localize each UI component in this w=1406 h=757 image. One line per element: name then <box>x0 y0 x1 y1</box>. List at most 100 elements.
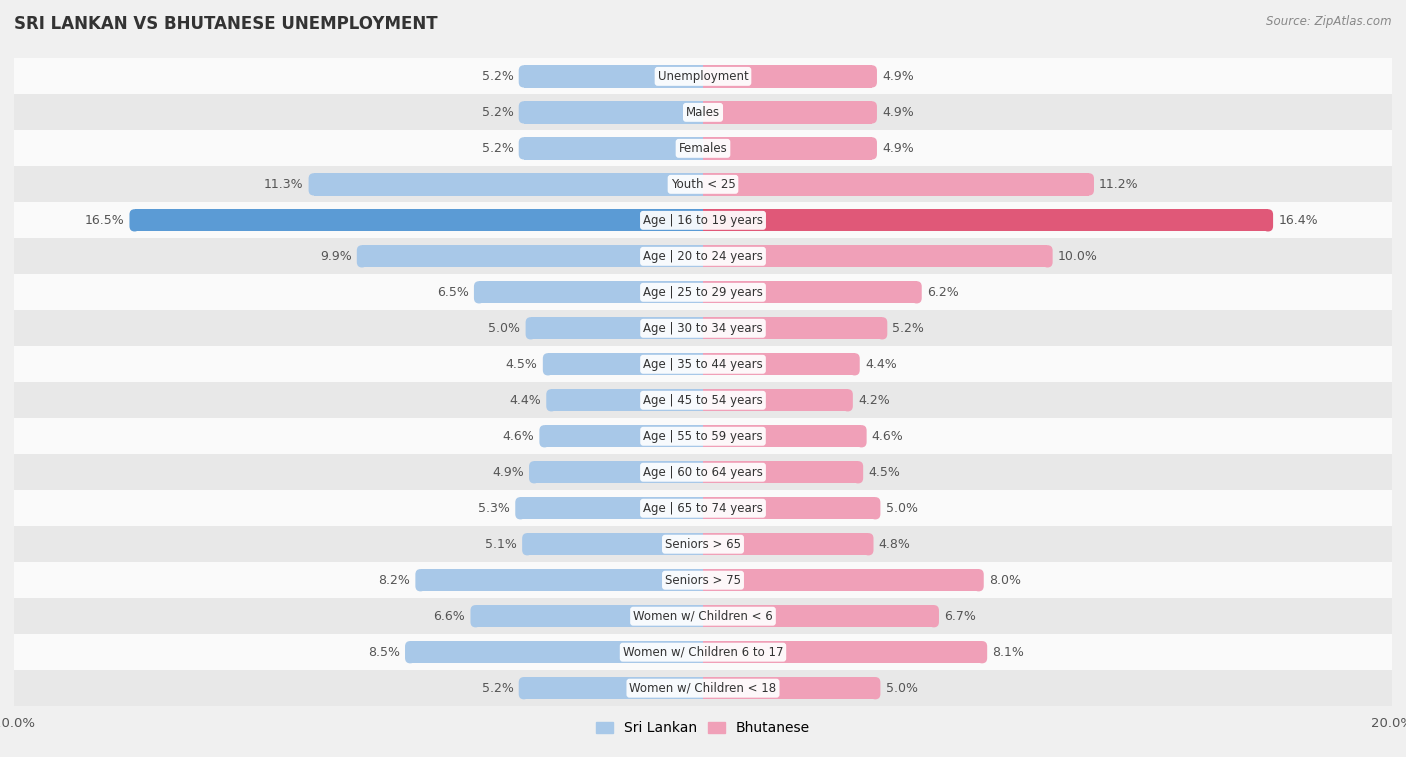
Bar <box>479 281 703 304</box>
Bar <box>544 425 703 447</box>
Bar <box>135 209 703 232</box>
Text: 16.4%: 16.4% <box>1278 213 1317 227</box>
FancyBboxPatch shape <box>870 497 880 519</box>
FancyBboxPatch shape <box>877 317 887 339</box>
Bar <box>0 274 1406 310</box>
FancyBboxPatch shape <box>529 461 540 484</box>
Text: Age | 55 to 59 years: Age | 55 to 59 years <box>643 430 763 443</box>
FancyBboxPatch shape <box>357 245 367 267</box>
FancyBboxPatch shape <box>519 677 529 699</box>
Bar <box>420 569 703 591</box>
Text: 8.5%: 8.5% <box>368 646 399 659</box>
FancyBboxPatch shape <box>515 497 526 519</box>
Bar <box>0 130 1406 167</box>
Bar <box>703 389 848 412</box>
Bar <box>0 670 1406 706</box>
Text: Age | 60 to 64 years: Age | 60 to 64 years <box>643 466 763 478</box>
FancyBboxPatch shape <box>1042 245 1053 267</box>
Text: 8.2%: 8.2% <box>378 574 411 587</box>
FancyBboxPatch shape <box>973 569 984 591</box>
FancyBboxPatch shape <box>415 569 426 591</box>
FancyBboxPatch shape <box>870 677 880 699</box>
Bar <box>703 173 1088 195</box>
FancyBboxPatch shape <box>522 533 533 556</box>
Text: 4.9%: 4.9% <box>882 106 914 119</box>
Text: Age | 30 to 34 years: Age | 30 to 34 years <box>643 322 763 335</box>
Text: 5.2%: 5.2% <box>482 106 513 119</box>
Bar <box>703 569 979 591</box>
Text: 6.2%: 6.2% <box>927 286 959 299</box>
FancyBboxPatch shape <box>526 317 536 339</box>
Text: 4.4%: 4.4% <box>865 358 897 371</box>
FancyBboxPatch shape <box>863 533 873 556</box>
Text: Seniors > 65: Seniors > 65 <box>665 537 741 551</box>
FancyBboxPatch shape <box>866 137 877 160</box>
Bar <box>0 58 1406 95</box>
Bar <box>703 605 934 628</box>
Text: Females: Females <box>679 142 727 155</box>
Text: 6.7%: 6.7% <box>945 609 976 623</box>
Bar <box>703 533 869 556</box>
FancyBboxPatch shape <box>842 389 853 412</box>
Bar <box>0 346 1406 382</box>
Text: 5.1%: 5.1% <box>485 537 517 551</box>
Text: Age | 65 to 74 years: Age | 65 to 74 years <box>643 502 763 515</box>
Bar <box>527 533 703 556</box>
Text: Age | 16 to 19 years: Age | 16 to 19 years <box>643 213 763 227</box>
FancyBboxPatch shape <box>543 353 553 375</box>
FancyBboxPatch shape <box>519 65 529 88</box>
Text: 8.1%: 8.1% <box>993 646 1024 659</box>
FancyBboxPatch shape <box>519 137 529 160</box>
Bar <box>361 245 703 267</box>
Text: 4.5%: 4.5% <box>506 358 537 371</box>
FancyBboxPatch shape <box>866 101 877 123</box>
FancyBboxPatch shape <box>977 641 987 663</box>
Text: Age | 25 to 29 years: Age | 25 to 29 years <box>643 286 763 299</box>
FancyBboxPatch shape <box>471 605 481 628</box>
Bar <box>703 209 1268 232</box>
Bar <box>531 317 703 339</box>
Bar <box>0 526 1406 562</box>
Text: 5.0%: 5.0% <box>488 322 520 335</box>
Text: 9.9%: 9.9% <box>321 250 352 263</box>
Bar <box>0 202 1406 238</box>
Bar <box>534 461 703 484</box>
Bar <box>703 101 872 123</box>
FancyBboxPatch shape <box>308 173 319 195</box>
Text: 5.0%: 5.0% <box>886 682 918 695</box>
FancyBboxPatch shape <box>911 281 922 304</box>
Text: Source: ZipAtlas.com: Source: ZipAtlas.com <box>1267 15 1392 28</box>
Text: 4.8%: 4.8% <box>879 537 911 551</box>
Bar <box>0 167 1406 202</box>
Bar <box>703 137 872 160</box>
Bar <box>524 677 703 699</box>
Text: 4.9%: 4.9% <box>492 466 524 478</box>
Bar <box>703 281 917 304</box>
Text: SRI LANKAN VS BHUTANESE UNEMPLOYMENT: SRI LANKAN VS BHUTANESE UNEMPLOYMENT <box>14 15 437 33</box>
Text: 4.2%: 4.2% <box>858 394 890 407</box>
Text: Age | 20 to 24 years: Age | 20 to 24 years <box>643 250 763 263</box>
Bar <box>0 562 1406 598</box>
Bar <box>520 497 703 519</box>
Bar <box>475 605 703 628</box>
Text: 4.9%: 4.9% <box>882 70 914 83</box>
Bar <box>524 65 703 88</box>
Text: Youth < 25: Youth < 25 <box>671 178 735 191</box>
Text: 4.9%: 4.9% <box>882 142 914 155</box>
Bar <box>703 245 1047 267</box>
Bar <box>548 353 703 375</box>
FancyBboxPatch shape <box>1084 173 1094 195</box>
Text: 5.0%: 5.0% <box>886 502 918 515</box>
FancyBboxPatch shape <box>856 425 866 447</box>
Legend: Sri Lankan, Bhutanese: Sri Lankan, Bhutanese <box>591 716 815 741</box>
Bar <box>0 419 1406 454</box>
Bar <box>703 461 858 484</box>
Bar <box>703 65 872 88</box>
Bar <box>0 95 1406 130</box>
Bar <box>0 491 1406 526</box>
Bar <box>0 238 1406 274</box>
Text: 8.0%: 8.0% <box>988 574 1021 587</box>
FancyBboxPatch shape <box>547 389 557 412</box>
FancyBboxPatch shape <box>866 65 877 88</box>
Bar <box>524 101 703 123</box>
